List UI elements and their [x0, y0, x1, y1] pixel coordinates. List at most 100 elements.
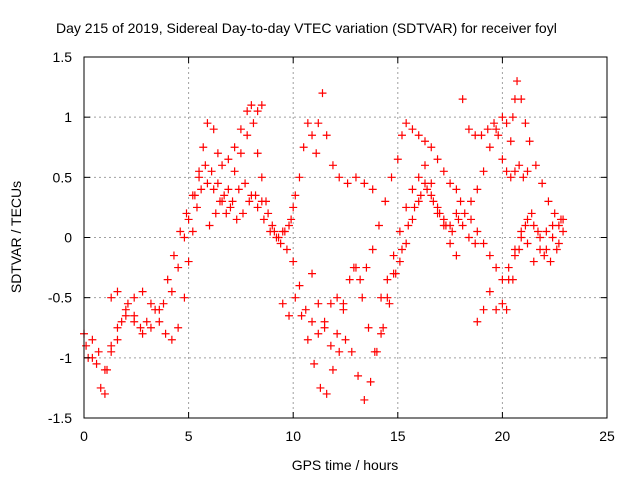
data-point: [550, 209, 559, 218]
series-7: [349, 119, 465, 284]
data-point: [113, 287, 122, 296]
data-point: [483, 125, 492, 134]
y-tick-label: 1: [64, 109, 72, 125]
data-point: [295, 281, 304, 290]
data-point: [498, 113, 507, 122]
series-9: [458, 95, 532, 182]
data-point: [548, 233, 557, 242]
data-point: [100, 365, 109, 374]
series-3: [107, 161, 348, 338]
y-tick-label: -1: [60, 350, 73, 366]
data-point: [389, 269, 398, 278]
series-6: [308, 179, 461, 356]
data-point: [107, 341, 116, 350]
data-point: [180, 233, 189, 242]
data-point: [473, 185, 482, 194]
data-point: [123, 299, 132, 308]
data-point: [397, 131, 406, 140]
data-point: [343, 179, 352, 188]
data-point: [408, 185, 417, 194]
data-point: [316, 383, 325, 392]
data-point: [473, 227, 482, 236]
data-point: [257, 173, 266, 182]
data-point: [308, 269, 317, 278]
data-point: [192, 203, 201, 212]
data-point: [548, 221, 557, 230]
data-point: [504, 263, 513, 272]
data-point: [285, 311, 294, 320]
data-point: [473, 317, 482, 326]
x-tick-label: 10: [285, 428, 301, 444]
data-point: [345, 275, 354, 284]
series-8: [377, 161, 480, 302]
data-point: [100, 389, 109, 398]
data-point: [176, 227, 185, 236]
data-point: [310, 359, 319, 368]
data-point: [203, 119, 212, 128]
data-point: [264, 209, 273, 218]
data-point: [554, 239, 563, 248]
data-points: [80, 77, 568, 404]
data-point: [270, 227, 279, 236]
data-point: [498, 299, 507, 308]
data-point: [517, 95, 526, 104]
data-point: [241, 179, 250, 188]
data-point: [506, 173, 515, 182]
data-point: [379, 323, 388, 332]
data-point: [349, 263, 358, 272]
data-point: [249, 119, 258, 128]
data-point: [364, 323, 373, 332]
data-point: [464, 233, 473, 242]
data-point: [291, 293, 300, 302]
data-point: [274, 233, 283, 242]
data-point: [433, 203, 442, 212]
data-point: [322, 131, 331, 140]
data-point: [506, 137, 515, 146]
data-point: [356, 275, 365, 284]
data-point: [197, 185, 206, 194]
data-point: [527, 209, 536, 218]
x-tick-label: 20: [495, 428, 511, 444]
data-point: [285, 221, 294, 230]
data-point: [146, 323, 155, 332]
data-point: [531, 161, 540, 170]
data-point: [259, 215, 268, 224]
data-point: [322, 389, 331, 398]
data-point: [218, 197, 227, 206]
data-point: [429, 197, 438, 206]
data-point: [452, 251, 461, 260]
series-10: [467, 77, 565, 224]
data-point: [243, 107, 252, 116]
data-point: [218, 161, 227, 170]
data-point: [446, 221, 455, 230]
data-point: [510, 167, 519, 176]
data-point: [485, 287, 494, 296]
data-point: [427, 179, 436, 188]
data-point: [467, 215, 476, 224]
data-point: [546, 257, 555, 266]
data-point: [389, 251, 398, 260]
data-point: [479, 305, 488, 314]
data-point: [467, 197, 476, 206]
data-point: [515, 245, 524, 254]
data-point: [232, 215, 241, 224]
data-point: [201, 161, 210, 170]
data-point: [427, 191, 436, 200]
data-point: [113, 335, 122, 344]
data-point: [333, 329, 342, 338]
data-point: [113, 323, 122, 332]
data-point: [446, 239, 455, 248]
data-point: [213, 149, 222, 158]
data-point: [492, 263, 501, 272]
data-point: [479, 239, 488, 248]
data-point: [82, 341, 91, 350]
data-point: [446, 179, 455, 188]
series-11: [473, 221, 568, 326]
data-point: [377, 329, 386, 338]
data-point: [354, 371, 363, 380]
data-point: [121, 305, 130, 314]
data-point: [492, 125, 501, 134]
y-tick-labels: -1.5 -1 -0.5 0 0.5 1 1.5: [48, 49, 72, 426]
data-point: [508, 113, 517, 122]
